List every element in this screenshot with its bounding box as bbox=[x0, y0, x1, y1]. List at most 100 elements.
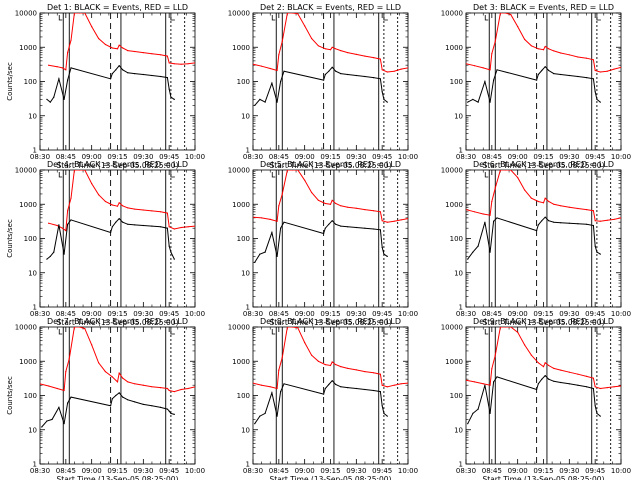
bracket-marker bbox=[271, 329, 276, 335]
data-point bbox=[537, 383, 539, 385]
data-point bbox=[340, 225, 342, 227]
data-point bbox=[49, 101, 51, 103]
data-point bbox=[548, 378, 550, 380]
data-point bbox=[335, 202, 337, 205]
y-tick-label: 10000 bbox=[441, 10, 463, 18]
y-tick-label: 1000 bbox=[19, 201, 37, 209]
data-point bbox=[304, 342, 306, 344]
data-point bbox=[79, 13, 81, 14]
data-point bbox=[118, 392, 120, 394]
data-point bbox=[122, 69, 124, 71]
series-line-black bbox=[467, 65, 601, 103]
data-point bbox=[355, 207, 357, 209]
data-point bbox=[544, 197, 546, 199]
data-point bbox=[331, 66, 333, 68]
x-axis-label: Start Time (13-Sep-05 08:25:00) bbox=[483, 475, 605, 480]
data-point bbox=[261, 65, 263, 67]
data-point bbox=[347, 206, 349, 208]
data-point bbox=[400, 219, 402, 221]
bracket-marker bbox=[170, 15, 175, 21]
data-point bbox=[127, 72, 129, 74]
y-tick-label: 1000 bbox=[445, 358, 463, 366]
data-point bbox=[355, 74, 357, 77]
data-point bbox=[599, 415, 601, 417]
data-point bbox=[297, 13, 299, 15]
data-point bbox=[491, 200, 493, 203]
chart-panel-7: 1 10 100 1000 10000 08:30 08:45 09:00 09:15 09:30… bbox=[6, 317, 205, 480]
data-point bbox=[278, 205, 280, 207]
chart-panel-6: 1 10 100 1000 10000 08:30 08:45 09:00 09:15 09:30… bbox=[441, 160, 631, 327]
data-point bbox=[331, 46, 333, 48]
data-point bbox=[541, 378, 543, 380]
data-point bbox=[340, 73, 342, 75]
data-point bbox=[286, 13, 288, 14]
data-point bbox=[91, 26, 93, 28]
data-point bbox=[474, 65, 476, 67]
data-point bbox=[84, 328, 86, 330]
data-point bbox=[620, 385, 621, 387]
x-tick-label: 09:45 bbox=[159, 310, 179, 318]
x-tick-label: 08:45 bbox=[56, 467, 76, 475]
data-point bbox=[73, 13, 75, 14]
data-point bbox=[383, 253, 385, 255]
data-point bbox=[381, 384, 383, 386]
y-tick-label: 100 bbox=[24, 78, 37, 86]
data-point bbox=[347, 367, 349, 369]
data-point bbox=[542, 366, 545, 368]
y-tick-label: 1 bbox=[246, 461, 250, 469]
data-point bbox=[283, 70, 285, 72]
data-point bbox=[61, 227, 64, 229]
bracket-marker bbox=[383, 329, 388, 335]
data-point bbox=[541, 69, 543, 72]
data-point bbox=[160, 406, 162, 408]
data-point bbox=[620, 66, 621, 68]
data-point bbox=[517, 331, 519, 333]
y-tick-label: 100 bbox=[237, 392, 250, 400]
data-point bbox=[134, 50, 136, 53]
data-point bbox=[542, 49, 545, 51]
data-point bbox=[586, 77, 588, 79]
data-point bbox=[168, 245, 170, 247]
data-point bbox=[544, 45, 546, 48]
data-point bbox=[379, 58, 381, 60]
data-point bbox=[67, 223, 69, 225]
series-line-red bbox=[48, 13, 195, 71]
data-point bbox=[170, 96, 172, 98]
y-tick-label: 1000 bbox=[19, 358, 37, 366]
data-point bbox=[386, 101, 388, 103]
data-point bbox=[484, 221, 486, 223]
data-point bbox=[613, 218, 615, 220]
data-point bbox=[484, 384, 486, 386]
data-point bbox=[586, 386, 588, 388]
chart-title: Det 4: BLACK = Events, RED = LLD bbox=[47, 160, 188, 169]
data-point bbox=[467, 423, 469, 425]
data-point bbox=[474, 381, 476, 383]
data-point bbox=[104, 371, 106, 373]
x-tick-label: 08:45 bbox=[56, 310, 76, 318]
data-point bbox=[568, 54, 570, 56]
data-point bbox=[347, 52, 349, 54]
data-point bbox=[283, 221, 285, 223]
data-point bbox=[379, 211, 381, 213]
data-point bbox=[393, 70, 395, 72]
x-tick-label: 08:30 bbox=[243, 153, 263, 161]
data-point bbox=[180, 388, 182, 391]
data-point bbox=[170, 251, 172, 253]
data-point bbox=[560, 205, 562, 207]
data-point bbox=[335, 223, 337, 225]
data-point bbox=[269, 386, 271, 388]
data-point bbox=[364, 75, 366, 78]
y-tick-label: 10000 bbox=[228, 10, 250, 18]
data-point bbox=[46, 98, 48, 100]
chart-title: Det 6: BLACK = Events, RED = LLD bbox=[473, 160, 614, 169]
data-point bbox=[537, 200, 539, 203]
data-point bbox=[259, 98, 261, 100]
data-point bbox=[548, 364, 550, 367]
data-point bbox=[482, 213, 484, 215]
data-point bbox=[400, 68, 402, 70]
data-point bbox=[577, 223, 579, 225]
data-point bbox=[379, 78, 381, 80]
x-tick-label: 08:45 bbox=[56, 153, 76, 161]
data-point bbox=[67, 52, 69, 54]
chart-panel-4: 1 10 100 1000 10000 08:30 08:45 09:00 09:15 09:30… bbox=[6, 160, 205, 327]
